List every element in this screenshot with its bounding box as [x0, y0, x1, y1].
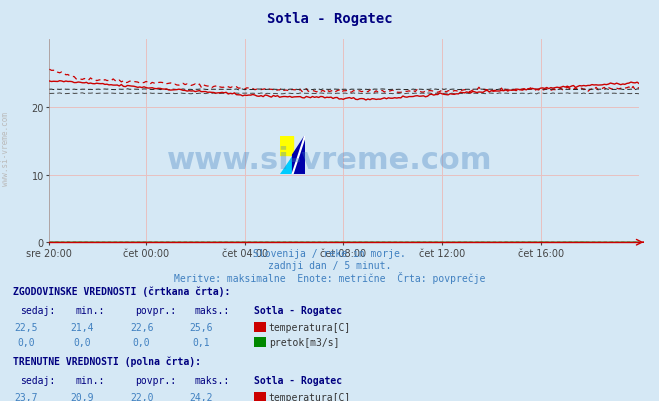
Text: 22,0: 22,0 — [130, 393, 154, 401]
Text: Meritve: maksimalne  Enote: metrične  Črta: povprečje: Meritve: maksimalne Enote: metrične Črta… — [174, 271, 485, 284]
Text: 22,6: 22,6 — [130, 322, 154, 332]
Bar — [280, 136, 293, 156]
Text: www.si-vreme.com: www.si-vreme.com — [1, 111, 10, 185]
Text: maks.:: maks.: — [194, 376, 229, 385]
Text: Slovenija / reke in morje.: Slovenija / reke in morje. — [253, 249, 406, 258]
Text: ZGODOVINSKE VREDNOSTI (črtkana črta):: ZGODOVINSKE VREDNOSTI (črtkana črta): — [13, 286, 231, 296]
Text: temperatura[C]: temperatura[C] — [269, 393, 351, 401]
Text: 25,6: 25,6 — [189, 322, 213, 332]
Text: 22,5: 22,5 — [14, 322, 38, 332]
Text: sedaj:: sedaj: — [20, 376, 55, 385]
Text: Sotla - Rogatec: Sotla - Rogatec — [254, 376, 342, 385]
Text: 20,9: 20,9 — [71, 393, 94, 401]
Text: 23,7: 23,7 — [14, 393, 38, 401]
Text: povpr.:: povpr.: — [135, 376, 176, 385]
Text: 0,0: 0,0 — [133, 337, 150, 347]
Text: min.:: min.: — [76, 305, 105, 315]
Polygon shape — [280, 156, 293, 174]
Text: 0,1: 0,1 — [192, 337, 210, 347]
Text: maks.:: maks.: — [194, 305, 229, 315]
Text: min.:: min.: — [76, 376, 105, 385]
Text: 0,0: 0,0 — [18, 337, 35, 347]
Text: 24,2: 24,2 — [189, 393, 213, 401]
Text: Sotla - Rogatec: Sotla - Rogatec — [267, 12, 392, 26]
Text: povpr.:: povpr.: — [135, 305, 176, 315]
Text: zadnji dan / 5 minut.: zadnji dan / 5 minut. — [268, 261, 391, 270]
Text: 0,0: 0,0 — [74, 337, 91, 347]
Text: sedaj:: sedaj: — [20, 305, 55, 315]
Text: pretok[m3/s]: pretok[m3/s] — [269, 337, 339, 347]
Text: www.si-vreme.com: www.si-vreme.com — [167, 146, 492, 175]
Text: Sotla - Rogatec: Sotla - Rogatec — [254, 305, 342, 315]
Text: 21,4: 21,4 — [71, 322, 94, 332]
Polygon shape — [293, 136, 305, 174]
Text: TRENUTNE VREDNOSTI (polna črta):: TRENUTNE VREDNOSTI (polna črta): — [13, 356, 201, 367]
Text: temperatura[C]: temperatura[C] — [269, 322, 351, 332]
